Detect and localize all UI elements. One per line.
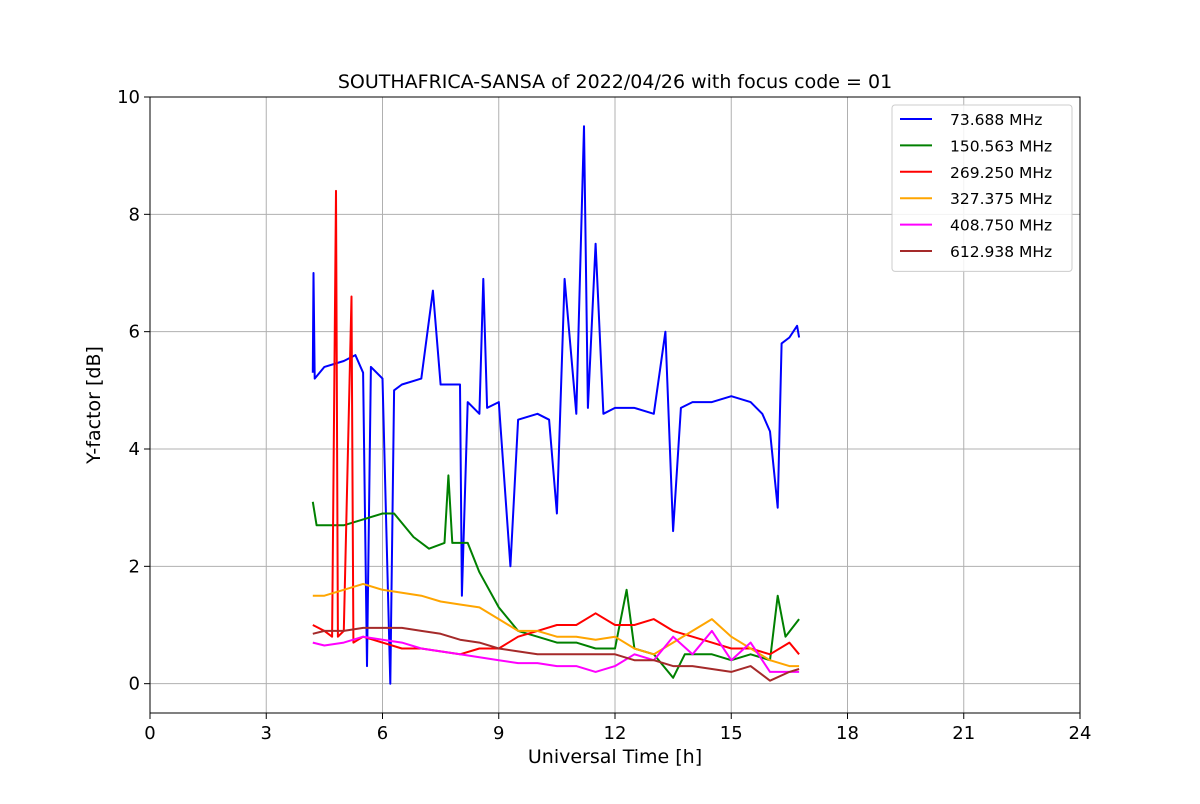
y-tick-label: 2 bbox=[129, 556, 140, 577]
x-axis-label: Universal Time [h] bbox=[528, 746, 702, 768]
y-tick-label: 10 bbox=[117, 87, 140, 108]
x-tick-label: 6 bbox=[377, 723, 388, 744]
y-tick-label: 8 bbox=[129, 204, 140, 225]
x-axis: 0 3 6 9 12 15 18 21 24 bbox=[144, 713, 1091, 744]
series-line-4 bbox=[312, 629, 800, 673]
legend-box bbox=[891, 104, 1073, 272]
y-tick-label: 4 bbox=[129, 439, 140, 460]
x-tick-label: 0 bbox=[144, 723, 155, 744]
series-line-0 bbox=[311, 125, 801, 685]
x-tick-label: 9 bbox=[493, 723, 504, 744]
legend-label: 150.563 MHz bbox=[950, 137, 1052, 155]
x-tick-label: 18 bbox=[836, 723, 859, 744]
x-tick-label: 3 bbox=[261, 723, 272, 744]
series-line-3 bbox=[312, 582, 800, 668]
y-axis: 0 2 4 6 8 10 bbox=[117, 87, 150, 695]
x-tick-label: 21 bbox=[952, 723, 975, 744]
x-tick-label: 12 bbox=[604, 723, 627, 744]
x-tick-label: 24 bbox=[1069, 723, 1092, 744]
legend-label: 269.250 MHz bbox=[950, 164, 1052, 182]
series-layer bbox=[311, 125, 801, 685]
y-axis-label: Y-factor [dB] bbox=[83, 346, 105, 465]
legend-label: 327.375 MHz bbox=[950, 190, 1052, 208]
x-tick-label: 15 bbox=[720, 723, 743, 744]
series-line-1 bbox=[311, 474, 800, 679]
legend-label: 408.750 MHz bbox=[950, 217, 1052, 235]
y-tick-label: 6 bbox=[129, 322, 140, 343]
series-line-5 bbox=[312, 626, 800, 682]
legend-label: 73.688 MHz bbox=[950, 111, 1042, 129]
legend-label: 612.938 MHz bbox=[950, 243, 1052, 261]
plot-area bbox=[311, 125, 801, 685]
legend: 73.688 MHz 150.563 MHz 269.250 MHz 327.375 … bbox=[891, 104, 1073, 272]
chart-title: SOUTHAFRICA-SANSA of 2022/04/26 with foc… bbox=[338, 71, 892, 93]
y-tick-label: 0 bbox=[129, 674, 140, 695]
